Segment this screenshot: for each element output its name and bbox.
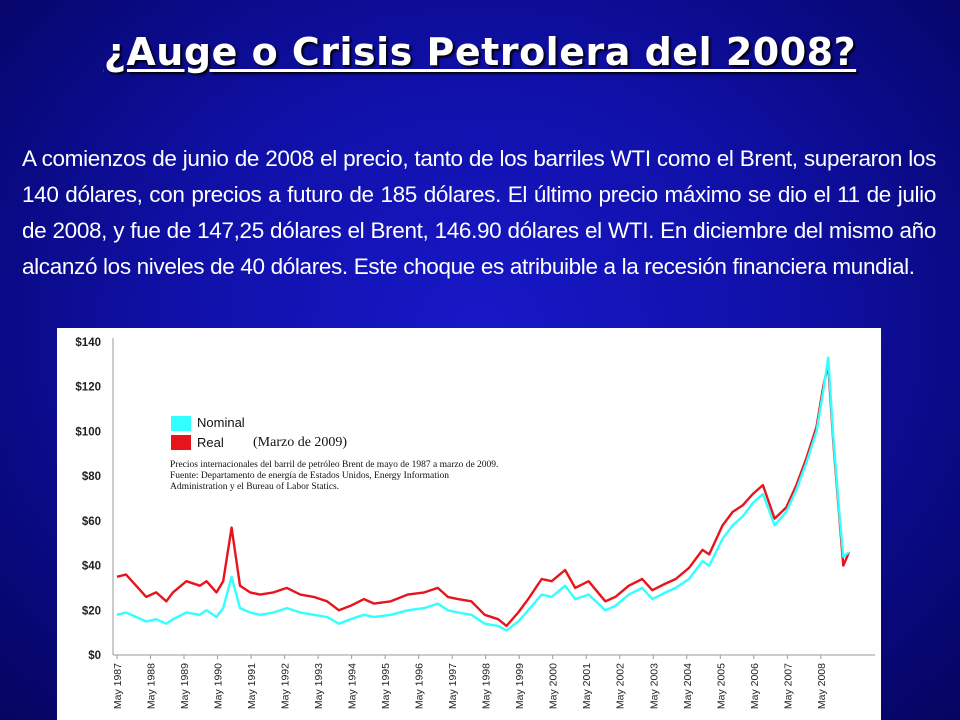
annotation-line-2: Fuente: Departamento de energía de Estad…: [170, 471, 450, 481]
x-tick-label: May 2006: [749, 663, 761, 709]
chart-canvas: $140 $120 $100 $80 $60 $40 $20 $0 May 1987 May 19…: [75, 337, 875, 709]
y-tick-label: $140: [75, 337, 101, 349]
legend-note-real: (Marzo de 2009): [253, 435, 348, 450]
x-tick-label: May 2005: [715, 663, 727, 709]
x-tick-label: May 2002: [615, 663, 627, 709]
y-tick-label: $0: [88, 650, 101, 662]
x-tick-label: May 2008: [816, 663, 828, 709]
x-tick-label: May 2007: [782, 663, 794, 709]
x-tick-label: May 1992: [280, 663, 292, 709]
series-line-real: [116, 363, 851, 628]
y-tick-label: $40: [82, 561, 101, 573]
x-tick-label: May 1998: [481, 663, 493, 709]
oil-price-chart: $140 $120 $100 $80 $60 $40 $20 $0 May 1987 May 19…: [57, 328, 881, 720]
x-tick-label: May 1989: [179, 663, 191, 709]
x-tick-label: May 1987: [112, 663, 124, 709]
x-tick-label: May 1997: [447, 663, 459, 709]
legend-swatch-nominal: [171, 416, 191, 431]
series-line-nominal: [116, 356, 850, 632]
x-tick-label: May 2004: [682, 663, 694, 709]
x-tick-label: May 2000: [548, 663, 560, 709]
y-tick-label: $120: [75, 382, 101, 394]
chart-annotation: Precios internacionales del barril de pe…: [170, 460, 630, 493]
x-tick-label: May 1990: [213, 663, 225, 709]
y-tick-label: $100: [75, 426, 101, 438]
x-tick-label: May 1993: [313, 663, 325, 709]
x-tick-label: May 2001: [581, 663, 593, 709]
x-tick-label: May 1996: [414, 663, 426, 709]
legend-label-real: Real: [197, 435, 224, 450]
y-tick-label: $80: [82, 471, 101, 483]
x-tick-label: May 1991: [246, 663, 258, 709]
legend-swatch-real: [171, 435, 191, 450]
y-tick-label: $20: [82, 605, 101, 617]
x-tick-label: May 1999: [514, 663, 526, 709]
slide-paragraph: A comienzos de junio de 2008 el precio, …: [22, 146, 936, 279]
legend-label-nominal: Nominal: [197, 415, 245, 430]
x-tick-label: May 1994: [347, 663, 359, 709]
y-tick-label: $60: [82, 516, 101, 528]
annotation-line-3: Administration y el Bureau of Labor Stat…: [170, 482, 340, 492]
x-tick-label: May 2003: [648, 663, 660, 709]
annotation-line-1: Precios internacionales del barril de pe…: [170, 460, 499, 470]
slide-title: ¿Auge o Crisis Petrolera del 2008?: [103, 30, 857, 74]
x-tick-label: May 1995: [380, 663, 392, 709]
x-tick-label: May 1988: [146, 663, 158, 709]
